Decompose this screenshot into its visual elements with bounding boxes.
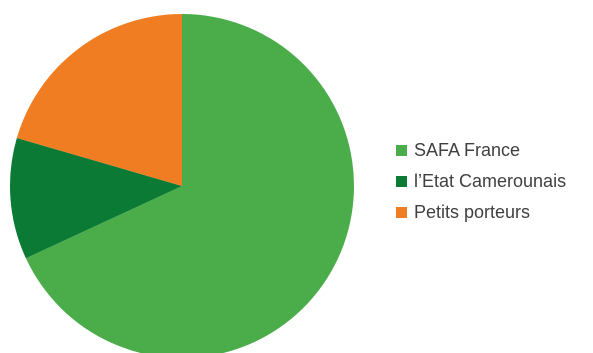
- legend: SAFA France l’Etat Camerounais Petits po…: [396, 138, 566, 224]
- legend-swatch-petits-porteurs: [396, 206, 407, 218]
- legend-label-petits-porteurs: Petits porteurs: [414, 201, 531, 222]
- legend-item-petits-porteurs: Petits porteurs: [396, 200, 566, 224]
- pie-slice-petits-porteurs: [16, 13, 183, 186]
- legend-item-etat-camerounais: l’Etat Camerounais: [396, 169, 566, 193]
- legend-label-safa-france: SAFA France: [414, 139, 521, 160]
- legend-label-etat-camerounais: l’Etat Camerounais: [414, 170, 567, 191]
- legend-item-safa-france: SAFA France: [396, 138, 566, 162]
- pie-slice-letat-camerounais: [10, 138, 183, 259]
- pie-slice-safa-france: [25, 14, 354, 353]
- legend-swatch-safa-france: [396, 144, 407, 156]
- legend-swatch-etat-camerounais: [396, 175, 407, 187]
